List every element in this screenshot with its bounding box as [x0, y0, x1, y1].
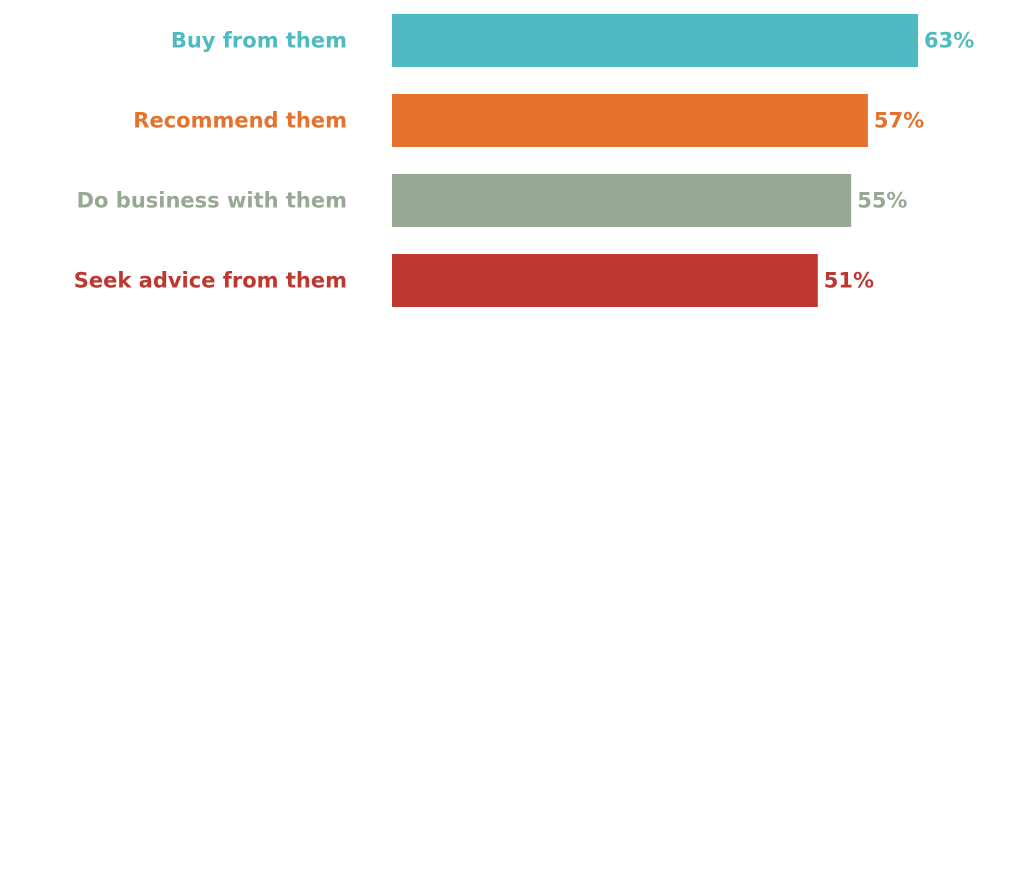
category-label-buy-from-them: Buy from them: [171, 29, 347, 53]
bar-seek-advice-from-them: [392, 254, 818, 307]
labels-layer: Buy from them 63% Recommend them 57% Do busi…: [74, 29, 974, 293]
category-label-do-business-with-them: Do business with them: [77, 189, 347, 213]
value-label-seek-advice-from-them: 51%: [824, 269, 874, 293]
category-label-seek-advice-from-them: Seek advice from them: [74, 269, 347, 293]
value-label-buy-from-them: 63%: [924, 29, 974, 53]
bar-do-business-with-them: [392, 174, 852, 227]
value-label-do-business-with-them: 55%: [857, 189, 907, 213]
bar-buy-from-them: [392, 14, 918, 67]
bar-recommend-them: [392, 94, 868, 147]
value-label-recommend-them: 57%: [874, 109, 924, 133]
bars-layer: [392, 14, 918, 307]
category-label-recommend-them: Recommend them: [133, 109, 347, 133]
